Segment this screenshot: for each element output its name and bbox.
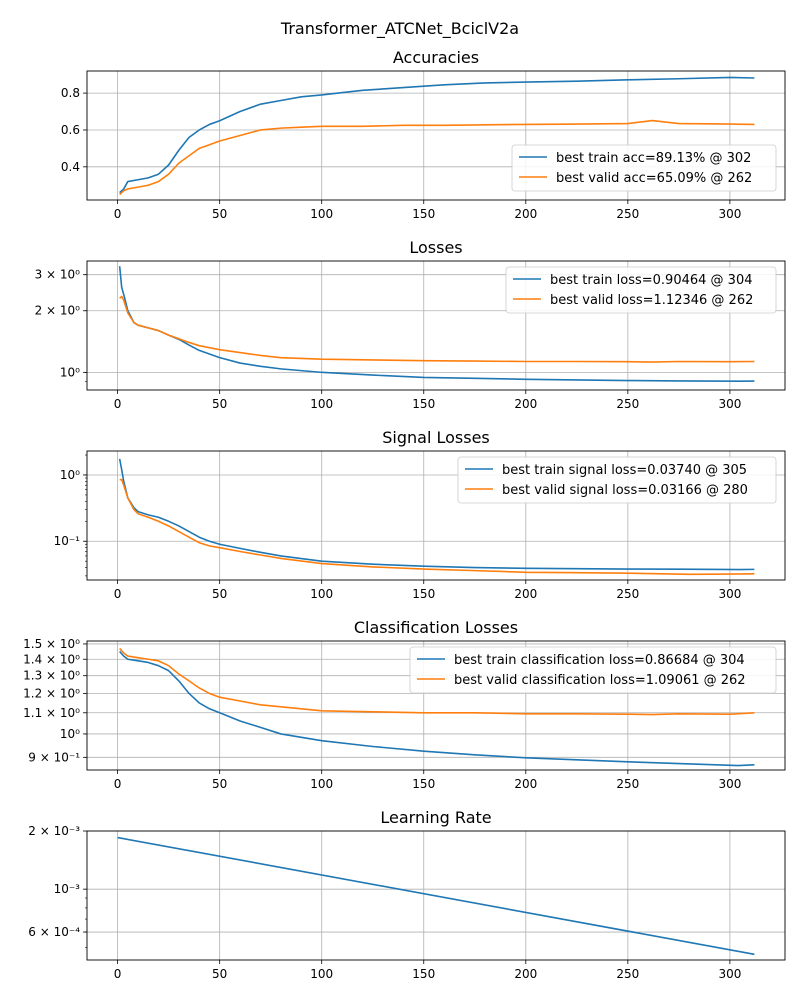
x-tick-label: 50 bbox=[212, 207, 227, 221]
legend-entry: best valid acc=65.09% @ 262 bbox=[556, 171, 752, 186]
x-tick-label: 50 bbox=[212, 587, 227, 601]
y-tick-label: 1.3 × 10⁰ bbox=[23, 669, 80, 683]
y-tick-label: 3 × 10⁰ bbox=[35, 268, 81, 282]
subplot-5: Learning Rate 0 50 100 150 200 250 300 6 × 10⁻⁴ 1… bbox=[28, 808, 786, 981]
x-tick-label: 200 bbox=[514, 397, 537, 411]
legend-entry: best valid loss=1.12346 @ 262 bbox=[550, 293, 753, 308]
x-tick-label: 50 bbox=[212, 777, 227, 791]
legend: best train acc=89.13% @ 302 best valid ac… bbox=[511, 144, 777, 192]
x-tick-label: 250 bbox=[616, 397, 639, 411]
subplot-title: Classification Losses bbox=[354, 618, 518, 637]
x-tick-label: 200 bbox=[514, 967, 537, 981]
legend-entry: best train acc=89.13% @ 302 bbox=[556, 151, 751, 166]
subplot-panels: Accuracies 0 50 100 150 200 250 300 0.4 0.6 0.8 bes… bbox=[23, 48, 786, 981]
x-tick-label: 100 bbox=[310, 777, 333, 791]
legend-box bbox=[511, 144, 777, 192]
y-tick-label: 10⁰ bbox=[60, 365, 80, 379]
subplot-title: Signal Losses bbox=[382, 428, 490, 447]
x-tick-label: 250 bbox=[616, 777, 639, 791]
y-tick-label: 6 × 10⁻⁴ bbox=[28, 925, 80, 939]
series-line-2 bbox=[119, 647, 755, 716]
x-tick-label: 150 bbox=[412, 777, 435, 791]
x-tick-label: 0 bbox=[114, 587, 122, 601]
x-tick-label: 300 bbox=[718, 777, 741, 791]
subplot-1: Accuracies 0 50 100 150 200 250 300 0.4 0.6 0.8 bes… bbox=[61, 48, 786, 221]
series-line-1 bbox=[119, 650, 755, 767]
legend-box bbox=[505, 266, 777, 314]
y-tick-label: 1.2 × 10⁰ bbox=[23, 686, 80, 700]
y-tick-label: 0.6 bbox=[61, 123, 80, 137]
series-line-1 bbox=[119, 76, 755, 194]
x-tick-label: 250 bbox=[616, 587, 639, 601]
subplot-title: Accuracies bbox=[393, 48, 479, 67]
y-tick-label: 0.4 bbox=[61, 160, 80, 174]
legend-entry: best valid classification loss=1.09061 @… bbox=[454, 673, 746, 688]
axes-frame bbox=[86, 260, 786, 391]
legend-entry: best train loss=0.90464 @ 304 bbox=[550, 273, 752, 288]
x-tick-label: 0 bbox=[114, 777, 122, 791]
series-line-1 bbox=[118, 458, 755, 571]
y-tick-label: 10⁻³ bbox=[54, 882, 81, 896]
subplot-4: Classification Losses 0 50 100 150 200 250 300 9… bbox=[23, 618, 786, 791]
legend-box bbox=[457, 456, 777, 504]
y-tick-label: 2 × 10⁻³ bbox=[28, 824, 80, 838]
x-tick-label: 100 bbox=[310, 967, 333, 981]
x-tick-label: 250 bbox=[616, 207, 639, 221]
x-tick-label: 100 bbox=[310, 587, 333, 601]
x-tick-label: 200 bbox=[514, 777, 537, 791]
x-tick-label: 150 bbox=[412, 207, 435, 221]
subplot-2: Losses 0 50 100 150 200 250 300 10⁰ 2 × 10⁰ 3 × 10… bbox=[35, 238, 786, 411]
subplot-title: Learning Rate bbox=[380, 808, 491, 827]
x-tick-label: 50 bbox=[212, 967, 227, 981]
y-tick-label: 9 × 10⁻¹ bbox=[28, 750, 80, 764]
y-tick-label: 1.1 × 10⁰ bbox=[23, 706, 80, 720]
y-tick-label: 2 × 10⁰ bbox=[35, 304, 81, 318]
x-tick-label: 250 bbox=[616, 967, 639, 981]
x-tick-label: 150 bbox=[412, 587, 435, 601]
subplot-3: Signal Losses 0 50 100 150 200 250 300 10⁻¹ 10⁰ be… bbox=[54, 428, 786, 601]
legend-entry: best train classification loss=0.86684 @… bbox=[454, 653, 745, 668]
legend-entry: best train signal loss=0.03740 @ 305 bbox=[502, 463, 747, 478]
axes-frame bbox=[86, 640, 786, 771]
y-tick-label: 1.5 × 10⁰ bbox=[23, 637, 80, 651]
x-tick-label: 0 bbox=[114, 967, 122, 981]
x-tick-label: 300 bbox=[718, 587, 741, 601]
y-tick-label: 10⁰ bbox=[60, 727, 80, 741]
series-line-2 bbox=[119, 295, 755, 363]
x-tick-label: 300 bbox=[718, 397, 741, 411]
x-tick-label: 0 bbox=[114, 207, 122, 221]
y-tick-label: 0.8 bbox=[61, 86, 80, 100]
x-tick-label: 200 bbox=[514, 587, 537, 601]
legend: best train classification loss=0.86684 @… bbox=[409, 646, 777, 694]
x-tick-label: 200 bbox=[514, 207, 537, 221]
figure-suptitle: Transformer_ATCNet_BciclV2a bbox=[280, 19, 519, 39]
x-tick-label: 0 bbox=[114, 397, 122, 411]
x-tick-label: 100 bbox=[310, 207, 333, 221]
series-line-2 bbox=[119, 478, 755, 576]
x-tick-label: 50 bbox=[212, 397, 227, 411]
x-tick-label: 150 bbox=[412, 397, 435, 411]
x-tick-label: 100 bbox=[310, 397, 333, 411]
y-tick-label: 10⁻¹ bbox=[54, 534, 81, 548]
x-tick-label: 150 bbox=[412, 967, 435, 981]
legend-entry: best valid signal loss=0.03166 @ 280 bbox=[502, 483, 748, 498]
legend: best train loss=0.90464 @ 304 best valid … bbox=[505, 266, 777, 314]
subplot-title: Losses bbox=[409, 238, 462, 257]
x-tick-label: 300 bbox=[718, 967, 741, 981]
axes-frame bbox=[86, 830, 786, 961]
legend-box bbox=[409, 646, 777, 694]
axes-frame bbox=[86, 70, 786, 201]
legend: best train signal loss=0.03740 @ 305 best… bbox=[457, 456, 777, 504]
series-line-1 bbox=[117, 836, 755, 956]
axes-frame bbox=[86, 450, 786, 581]
y-tick-label: 10⁰ bbox=[60, 468, 80, 482]
series-line-2 bbox=[119, 119, 755, 196]
y-tick-label: 1.4 × 10⁰ bbox=[23, 652, 80, 666]
x-tick-label: 300 bbox=[718, 207, 741, 221]
